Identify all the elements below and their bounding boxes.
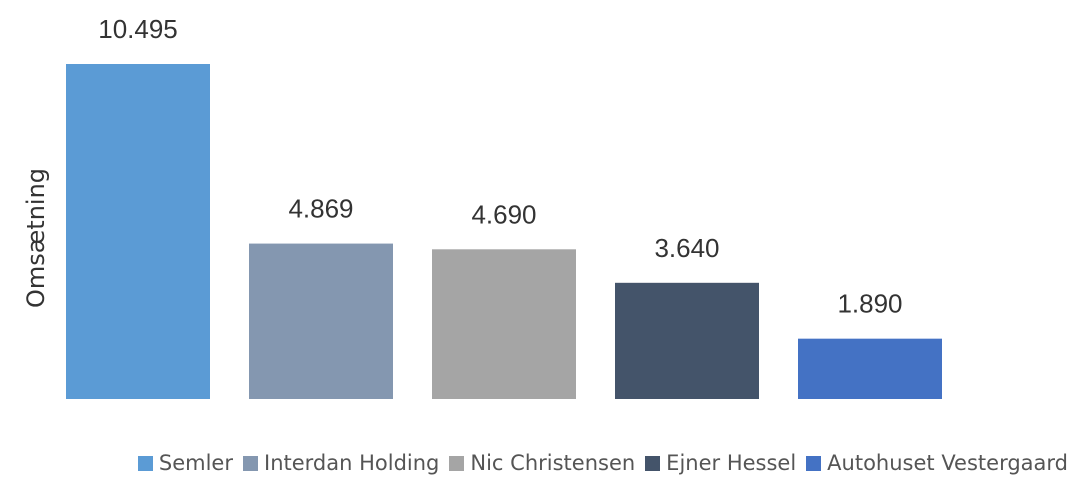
legend-label: Autohuset Vestergaard — [827, 451, 1068, 475]
data-label: 10.495 — [98, 14, 178, 44]
bar — [66, 64, 210, 399]
legend-item: Ejner Hessel — [645, 451, 796, 475]
bar — [432, 249, 576, 399]
legend-item: Nic Christensen — [449, 451, 635, 475]
bar — [798, 338, 942, 399]
legend-label: Interdan Holding — [264, 451, 440, 475]
legend-swatch — [137, 455, 153, 471]
legend-label: Semler — [158, 451, 233, 475]
legend-swatch — [806, 455, 822, 471]
legend-label: Ejner Hessel — [666, 451, 797, 475]
data-label: 4.869 — [288, 194, 353, 224]
data-label: 4.690 — [471, 199, 536, 229]
legend-label: Nic Christensen — [470, 451, 636, 475]
legend-item: Autohuset Vestergaard — [806, 451, 1068, 475]
bar — [615, 282, 759, 399]
data-label: 1.890 — [837, 289, 902, 319]
bar — [249, 243, 393, 399]
chart: Omsætning 10.495 4.869 4.690 3.640 1.890 — [22, 14, 942, 399]
legend-item: Interdan Holding — [243, 451, 439, 475]
legend-item: Semler — [137, 451, 233, 475]
legend-swatch — [645, 455, 661, 471]
data-label: 3.640 — [654, 233, 719, 263]
y-axis-label: Omsætning — [22, 168, 50, 308]
legend: Semler Interdan Holding Nic Christensen Ejn… — [0, 448, 1068, 478]
legend-swatch — [243, 455, 258, 471]
legend-swatch — [449, 455, 465, 471]
